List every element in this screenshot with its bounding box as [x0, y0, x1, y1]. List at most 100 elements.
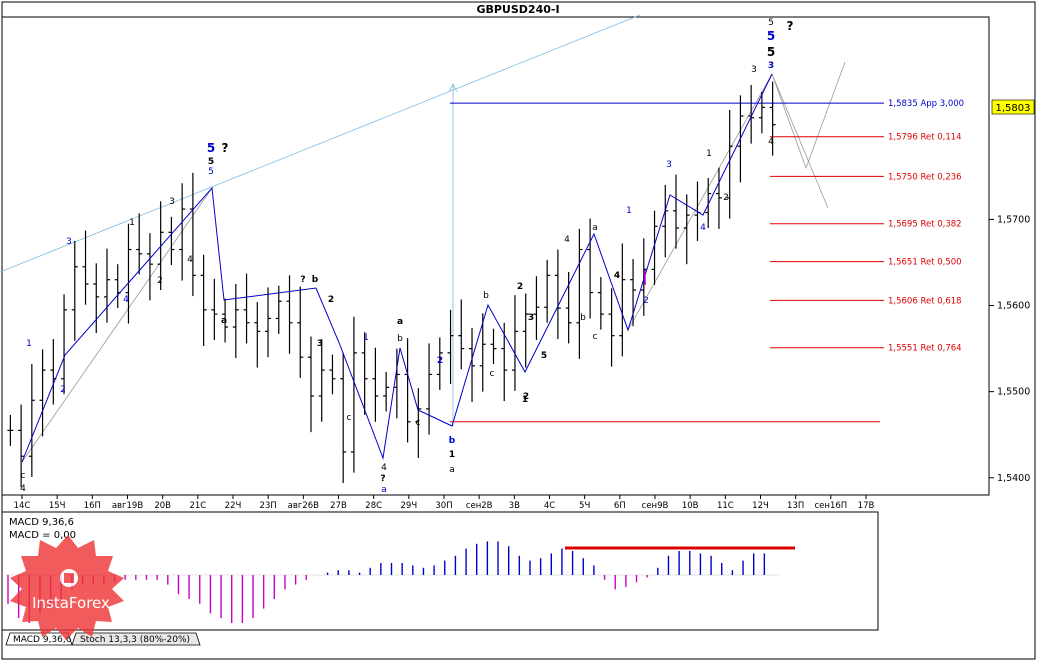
- macd-label: MACD 9,36,6: [9, 517, 74, 528]
- fib-level-label: 1,5835 App 3,000: [888, 99, 964, 109]
- wave-label: 4: [20, 484, 26, 494]
- price-bar: [329, 354, 336, 395]
- x-tick-label: 17В: [858, 501, 875, 511]
- x-tick-label: сен2В: [466, 501, 493, 511]
- tab-macd-label: MACD 9,36,6: [13, 635, 72, 645]
- x-tick-label: 27В: [330, 501, 347, 511]
- price-bar: [619, 243, 626, 357]
- tab-stoch-label: Stoch 13,3,3 (80%-20%): [80, 635, 190, 645]
- price-bar: [715, 167, 722, 229]
- price-bar: [297, 286, 304, 378]
- wave-label: a: [397, 317, 403, 327]
- price-bar: [82, 230, 89, 305]
- instaforex-logo: InstaForex: [10, 535, 124, 640]
- price-bar: [479, 313, 486, 392]
- y-tick-label: 1,5700: [997, 214, 1030, 225]
- window-title: GBPUSD240-I: [476, 3, 559, 16]
- price-bar: [758, 91, 765, 134]
- wave-label: 2: [157, 276, 163, 286]
- price-bar: [436, 337, 443, 390]
- price-bar: [232, 283, 239, 359]
- wave-label: c: [416, 418, 421, 428]
- wave-label: a: [221, 316, 227, 326]
- x-tick-label: 30П: [435, 501, 452, 511]
- x-tick-label: 3В: [509, 501, 520, 511]
- wave-label: 3: [66, 237, 72, 247]
- price-bar: [501, 322, 508, 402]
- price-bar: [7, 414, 14, 446]
- wave-label: b: [312, 275, 319, 285]
- tab-stoch[interactable]: [71, 632, 201, 646]
- price-bar: [61, 294, 68, 395]
- price-bar: [544, 259, 551, 323]
- wave-label: 4: [768, 137, 774, 147]
- price-bar: [554, 249, 561, 340]
- wave-label: 1: [26, 339, 32, 349]
- current-price-box: [991, 99, 1035, 115]
- wave-label: c: [490, 369, 495, 379]
- price-bar: [415, 388, 422, 458]
- price-bar: [318, 339, 325, 422]
- price-bar: [447, 309, 454, 384]
- wave-label: 5: [767, 29, 775, 43]
- price-bar: [597, 277, 604, 330]
- wave-label: 4: [700, 223, 706, 233]
- x-tick-label: 6П: [614, 501, 626, 511]
- wave-label: 2: [517, 282, 523, 292]
- wave-label: 5: [208, 157, 214, 167]
- y-tick-label: 1,5600: [997, 301, 1030, 312]
- price-bar: [372, 347, 379, 422]
- price-bar: [179, 183, 186, 281]
- y-tick-label: 1,5500: [997, 387, 1030, 398]
- wave-label: a: [381, 485, 387, 495]
- price-bar: [576, 228, 583, 359]
- price-bar: [726, 110, 733, 219]
- price-bar: [769, 81, 776, 156]
- wave-label: 1: [626, 206, 632, 216]
- watermark-text: InstaForex: [32, 594, 110, 612]
- x-tick-label: 12Ч: [752, 501, 769, 511]
- wave-label: 4: [187, 255, 193, 265]
- price-bar: [404, 338, 411, 443]
- wave-label: 1: [449, 450, 455, 460]
- price-bar: [426, 343, 433, 435]
- wave-label: 3: [768, 61, 774, 71]
- wave-label: a: [449, 465, 455, 475]
- indicator-area: [1, 511, 879, 631]
- price-bar: [168, 216, 175, 266]
- price-bar: [511, 295, 518, 391]
- x-tick-label: 28С: [365, 501, 382, 511]
- price-bar: [254, 302, 261, 368]
- fib-level-label: 1,5750 Ret 0,236: [888, 172, 962, 182]
- fib-level-label: 1,5651 Ret 0,500: [888, 258, 962, 268]
- price-bar: [28, 364, 35, 477]
- x-tick-label: 23П: [260, 501, 277, 511]
- price-bar: [662, 184, 669, 258]
- wave-label: 4: [381, 463, 387, 473]
- forecast-path-b: [771, 73, 829, 209]
- x-tick-label: сен9В: [642, 501, 669, 511]
- price-bar: [748, 85, 755, 144]
- price-bar: [587, 218, 594, 319]
- trend-line-2: [627, 73, 773, 331]
- price-bar: [18, 404, 25, 488]
- wave-label: c: [593, 332, 598, 342]
- price-bar: [469, 327, 476, 402]
- fib-level-label: 1,5606 Ret 0,618: [888, 296, 962, 306]
- price-bar: [307, 336, 314, 433]
- wave-label: 3: [751, 65, 757, 75]
- macd-value: MACD = 0,00: [9, 530, 76, 541]
- price-bar: [136, 213, 143, 275]
- price-bar: [458, 299, 465, 370]
- x-tick-label: 4С: [544, 501, 555, 511]
- wave-label: 1: [363, 333, 369, 343]
- current-price-label: 1,5803: [996, 103, 1031, 114]
- price-bar: [522, 293, 529, 368]
- price-bar: [103, 248, 110, 323]
- wave-label: 1: [129, 218, 135, 228]
- price-bar: [683, 194, 690, 265]
- wave-label: c: [21, 471, 26, 481]
- price-bar: [705, 178, 712, 229]
- price-bar: [350, 316, 357, 473]
